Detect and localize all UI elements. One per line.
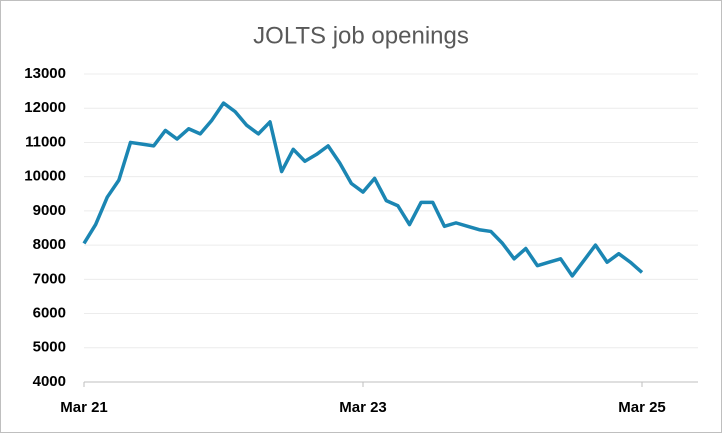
y-tick-label: 13000: [24, 65, 66, 82]
y-tick-label: 8000: [33, 236, 66, 253]
chart-title: JOLTS job openings: [253, 22, 469, 49]
y-tick-label: 5000: [33, 339, 66, 356]
data-line: [82, 101, 644, 278]
y-tick-label: 6000: [33, 305, 66, 322]
y-tick-label: 4000: [33, 373, 66, 390]
x-tick-label: Mar 25: [618, 399, 666, 416]
y-tick-label: 12000: [24, 99, 66, 116]
y-tick-label: 11000: [25, 133, 66, 150]
x-tick-label: Mar 21: [60, 399, 108, 416]
y-tick-label: 9000: [33, 202, 66, 219]
y-tick-label: 7000: [33, 270, 66, 287]
y-tick-label: 10000: [24, 168, 66, 185]
x-tick-label: Mar 23: [339, 399, 387, 416]
